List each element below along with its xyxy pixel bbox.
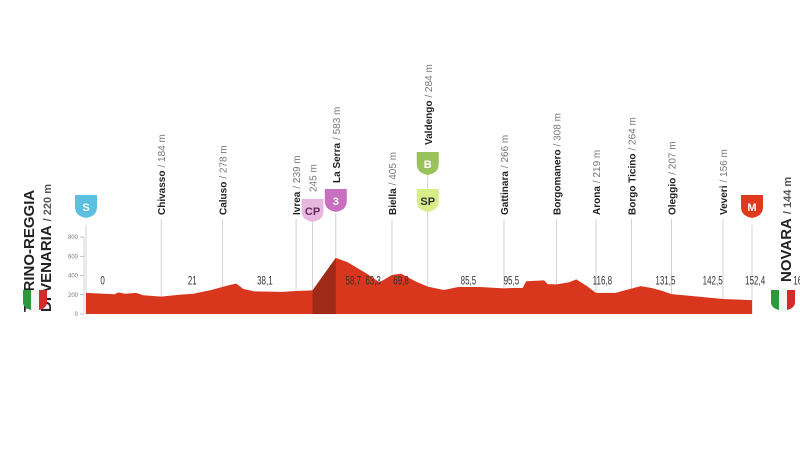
place-label: Gattinara / 266 m	[500, 135, 511, 215]
place-name: Arona	[592, 186, 603, 215]
place-name: Oleggio	[667, 178, 678, 215]
x-tick-label: 63,3	[365, 275, 381, 288]
badge-sprint: SP	[416, 189, 439, 212]
place-label: Borgomanero / 308 m	[553, 113, 564, 215]
badge-bonus: B	[416, 152, 439, 175]
badge-start-shape	[75, 195, 97, 218]
badge-checkpoint-shape	[301, 199, 324, 222]
y-tick-label: 400	[68, 274, 79, 280]
x-tick-label: 116,8	[593, 275, 613, 288]
italy-flag-icon-start	[23, 290, 47, 312]
x-tick-label: 95,5	[504, 275, 520, 288]
place-altitude: / 239 m	[292, 155, 303, 188]
place-label: Valdengo / 284 m	[424, 64, 435, 145]
place-name: Borgomanero	[553, 149, 564, 215]
badge-checkpoint: CP	[301, 199, 324, 222]
x-tick-label: 38,1	[257, 275, 273, 288]
badge-start: S	[75, 195, 97, 218]
x-tick-label: 85,5	[461, 275, 477, 288]
place-label: Veveri / 156 m	[719, 149, 730, 215]
place-label: 245 m	[309, 164, 320, 192]
place-label: Biella / 405 m	[388, 152, 399, 215]
x-tick-label: 131,5	[655, 275, 675, 288]
x-tick-label: 0	[100, 275, 105, 288]
place-name: Biella	[388, 188, 399, 215]
x-tick-label: 58,7	[346, 275, 362, 288]
y-tick-label: 200	[68, 293, 79, 299]
place-name: Veveri	[719, 185, 730, 215]
place-altitude: / 284 m	[424, 64, 435, 97]
place-name: Valdengo	[424, 101, 435, 145]
place-name: Chivasso	[157, 171, 168, 215]
elevation-profile-area	[86, 257, 752, 314]
badge-checkpoint-text: CP	[305, 206, 320, 218]
badge-sprint-shape	[416, 189, 439, 212]
place-label: Borgo Ticino / 264 m	[627, 117, 638, 215]
place-altitude: / 264 m	[627, 117, 638, 150]
place-altitude: / 266 m	[500, 135, 511, 168]
x-tick-label: 142,5	[703, 275, 723, 288]
place-altitude: / 405 m	[388, 152, 399, 185]
place-altitude: / 156 m	[719, 149, 730, 182]
badge-sprint-text: SP	[420, 196, 435, 208]
badge-kom-cat3: 3	[324, 189, 347, 212]
climb-highlight-area	[312, 257, 336, 314]
place-label: Oleggio / 207 m	[667, 141, 678, 215]
badge-bonus-text: B	[424, 159, 432, 171]
x-tick-label: 69,8	[393, 275, 409, 288]
y-tick-label: 800	[68, 235, 79, 241]
place-label: La Serra / 583 m	[332, 107, 343, 183]
place-label: Chivasso / 184 m	[157, 134, 168, 215]
start-label: TORINO-REGGIA DI VENARIA/ 220 m	[21, 184, 55, 312]
place-label: Caluso / 278 m	[218, 145, 229, 215]
finish-name: NOVARA/ 144 m	[778, 177, 795, 282]
place-label: Arona / 219 m	[592, 150, 603, 215]
place-label: Ivrea / 239 m	[292, 155, 303, 215]
badge-finish-shape	[741, 195, 763, 218]
place-name: Ivrea	[292, 191, 303, 215]
badge-bonus-shape	[416, 152, 439, 175]
place-altitude: / 278 m	[218, 145, 229, 178]
y-tick-label: 0	[75, 312, 79, 318]
place-altitude: / 583 m	[332, 107, 343, 140]
start-name-line1: TORINO-REGGIA	[21, 190, 38, 312]
x-tick-label: 163,6	[793, 275, 800, 288]
place-altitude: / 207 m	[667, 141, 678, 174]
place-name: Caluso	[218, 182, 229, 215]
place-altitude: / 308 m	[553, 113, 564, 146]
x-tick-label: 152,4	[745, 275, 765, 288]
badge-kom-cat3-text: 3	[333, 196, 339, 208]
badge-start-text: S	[82, 202, 89, 214]
place-name: Borgo Ticino	[627, 154, 638, 215]
italy-flag-icon-finish	[771, 290, 795, 312]
badge-kom-cat3-shape	[324, 189, 347, 212]
finish-label: NOVARA/ 144 m	[778, 177, 795, 282]
badge-finish: M	[741, 195, 763, 218]
x-tick-label: 21	[188, 275, 197, 288]
place-name: La Serra	[332, 143, 343, 183]
place-altitude: / 219 m	[592, 150, 603, 183]
y-tick-label: 600	[68, 254, 79, 260]
place-altitude: 245 m	[309, 164, 320, 192]
place-name: Gattinara	[500, 171, 511, 215]
badge-finish-text: M	[747, 202, 756, 214]
place-altitude: / 184 m	[157, 134, 168, 167]
